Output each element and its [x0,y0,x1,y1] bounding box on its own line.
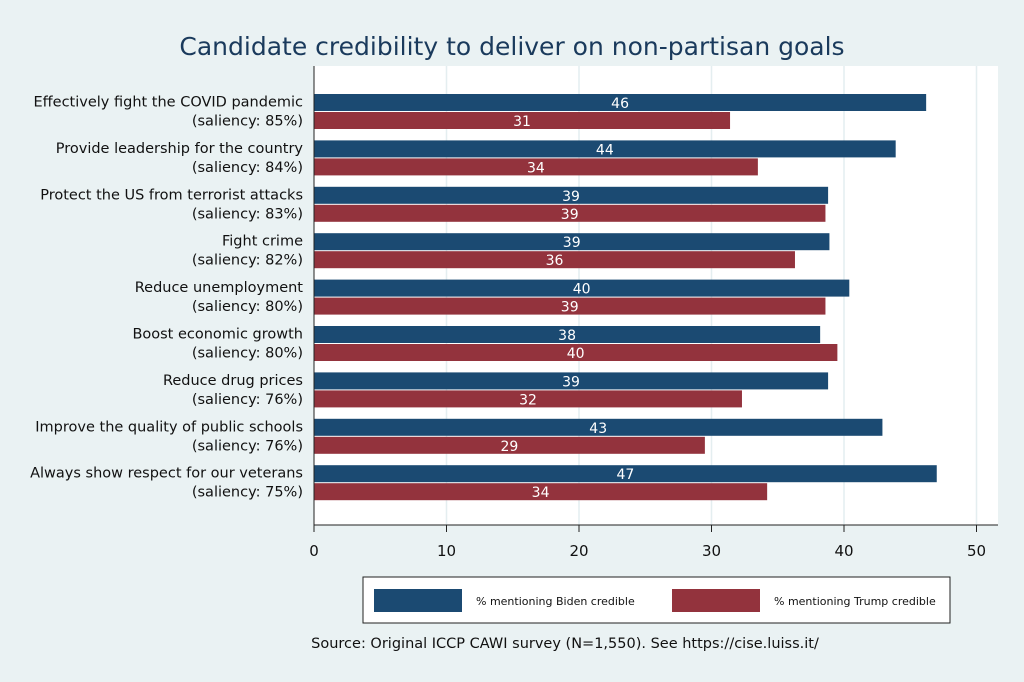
category-label: Boost economic growth [132,327,303,343]
data-label-biden: 39 [562,189,580,205]
legend-label-biden: % mentioning Biden credible [476,595,635,608]
bar-biden [314,465,937,483]
bar-biden [314,233,830,251]
bar-biden [314,418,883,436]
data-label-biden: 43 [589,421,607,437]
source-note: Source: Original ICCP CAWI survey (N=1,5… [311,636,819,652]
bar-trump [314,204,826,222]
bar-biden [314,94,927,111]
bar-biden [314,326,821,343]
legend-swatch-biden [374,589,462,612]
data-label-biden: 40 [573,282,591,298]
data-label-biden: 47 [616,467,634,483]
bar-trump [314,483,768,501]
data-label-trump: 32 [519,392,537,408]
data-label-biden: 39 [563,235,581,251]
data-label-trump: 34 [527,160,545,176]
data-label-trump: 39 [561,300,579,316]
legend: % mentioning Biden credible % mentioning… [362,576,951,624]
x-tick-label: 40 [834,542,853,560]
category-saliency: (saliency: 80%) [192,346,303,362]
category-saliency: (saliency: 84%) [192,160,303,176]
legend-label-trump: % mentioning Trump credible [774,595,936,608]
bar-biden [314,186,829,204]
bar-biden [314,140,896,158]
x-tick-label: 30 [702,542,721,560]
bars: 46 31 44 34 39 39 39 36 40 39 38 40 39 32 43 29 47 34 [314,94,937,501]
data-label-trump: 40 [567,346,585,362]
x-axis: 0 10 20 30 40 50 [309,66,998,560]
category-saliency: (saliency: 76%) [192,438,303,454]
category-saliency: (saliency: 80%) [192,299,303,315]
data-label-biden: 44 [596,142,614,158]
bar-trump [314,297,826,315]
bar-biden [314,279,850,297]
category-saliency: (saliency: 82%) [192,253,303,269]
category-saliency: (saliency: 75%) [192,485,303,501]
x-tick-label: 20 [569,542,588,560]
data-label-trump: 34 [532,485,550,501]
category-saliency: (saliency: 85%) [192,114,303,130]
category-label: Protect the US from terrorist attacks [40,187,303,203]
category-label: Fight crime [222,234,303,250]
data-label-trump: 39 [561,207,579,223]
category-label: Effectively fight the COVID pandemic [34,95,304,111]
category-label: Reduce drug prices [163,373,303,389]
data-label-biden: 46 [611,96,629,112]
x-tick-label: 10 [437,542,456,560]
category-label: Always show respect for our veterans [30,466,303,482]
x-tick-label: 50 [967,542,986,560]
data-label-trump: 31 [513,114,531,130]
data-label-trump: 36 [546,253,564,269]
chart-title: Candidate credibility to deliver on non-… [179,32,844,61]
bar-biden [314,372,829,390]
bar-trump [314,112,731,129]
bar-trump [314,344,838,361]
category-label: Reduce unemployment [135,280,304,296]
data-label-trump: 29 [501,439,519,455]
category-label: Provide leadership for the country [56,141,304,157]
x-tick-label: 0 [309,542,319,560]
data-label-biden: 39 [562,374,580,390]
legend-swatch-trump [672,589,760,612]
category-label: Improve the quality of public schools [35,419,303,435]
category-saliency: (saliency: 76%) [192,392,303,408]
bar-trump [314,251,795,269]
bar-trump [314,158,758,176]
bar-trump [314,436,705,454]
bar-trump [314,390,742,408]
data-label-biden: 38 [558,328,576,344]
category-saliency: (saliency: 83%) [192,206,303,222]
category-labels: Effectively fight the COVID pandemic (sal… [30,95,303,501]
